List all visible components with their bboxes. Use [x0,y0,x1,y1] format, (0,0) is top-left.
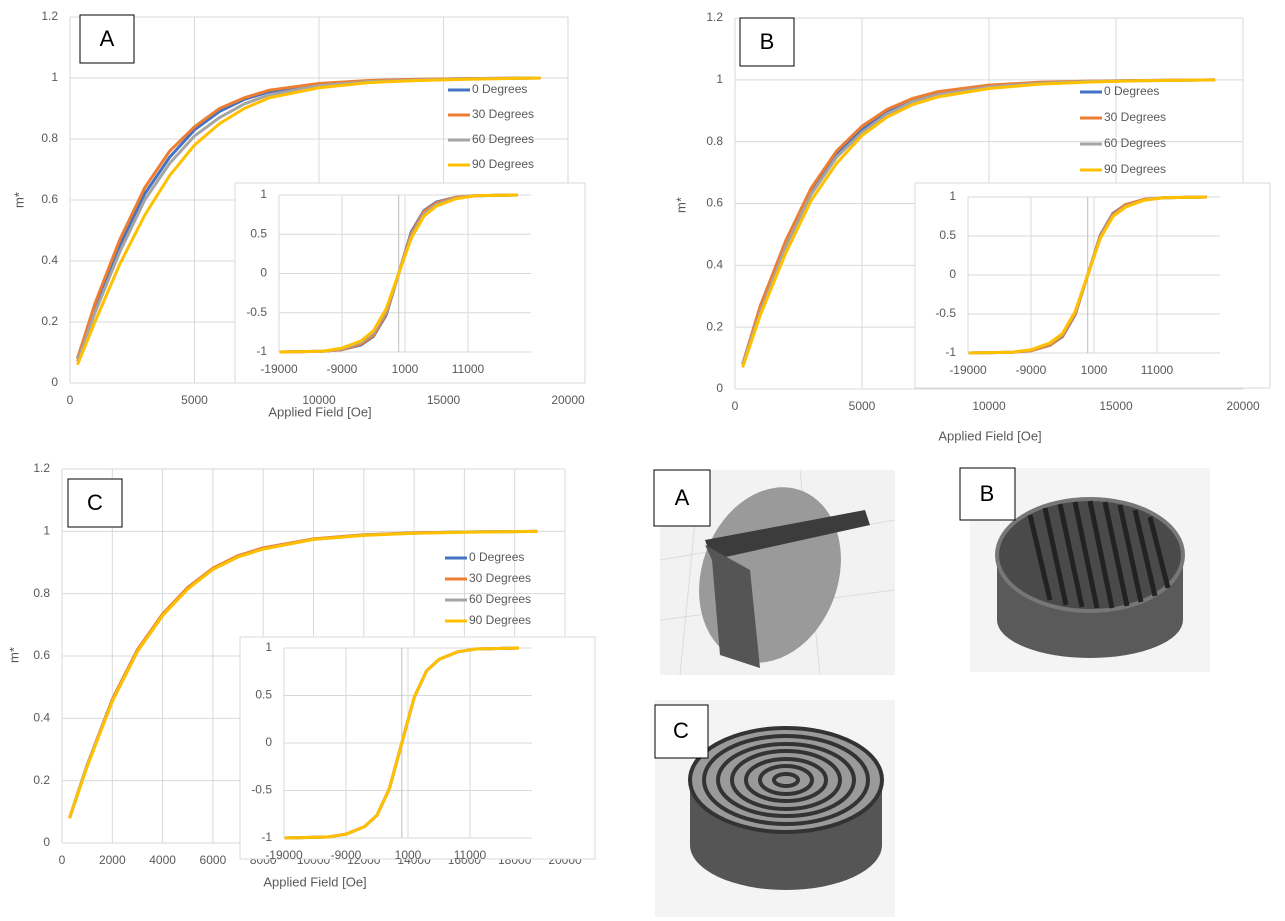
legend-label: 60 Degrees [469,592,531,606]
y-tick-label: 1 [43,524,50,538]
y-tick-label: 0.6 [33,648,50,662]
y-tick-label: 0.2 [706,319,723,333]
image-c: C [655,700,895,917]
x-tick-label: -19000 [260,362,298,376]
y-axis-label: m* [673,197,688,213]
x-tick-label: 6000 [200,853,227,867]
x-tick-label: 0 [732,399,739,413]
y-tick-label: 1 [51,70,58,84]
x-tick-label: 1000 [1081,363,1108,377]
x-tick-label: -19000 [949,363,987,377]
chart: -1 -0.5 0 0.5 1 -19000 -9000 1000 11000 [240,637,595,862]
x-axis-label: Applied Field [Oe] [268,404,371,419]
legend-label: 0 Degrees [1104,84,1159,98]
y-tick-label: 0.4 [33,711,50,725]
y-tick-label: 1 [265,640,272,654]
y-tick-label: 0.8 [33,586,50,600]
y-tick-label: -0.5 [251,783,272,797]
chart: -1 -0.5 0 0.5 1 -19000 -9000 1000 11000 [915,183,1270,388]
x-tick-label: -9000 [327,362,358,376]
x-tick-label: 11000 [452,362,485,376]
x-axis-label: Applied Field [Oe] [938,428,1041,443]
x-tick-label: 1000 [395,848,422,862]
y-tick-label: 0.4 [706,258,723,272]
y-tick-label: 0.6 [706,196,723,210]
x-tick-label: 15000 [1099,399,1133,413]
y-tick-label: 1 [949,189,956,203]
legend-label: 30 Degrees [472,107,534,121]
x-tick-label: 0 [67,393,74,407]
x-tick-label: -9000 [1016,363,1047,377]
legend-label: 90 Degrees [469,613,531,627]
x-tick-label: 20000 [1226,399,1260,413]
legend-label: 90 Degrees [1104,162,1166,176]
x-tick-label: 11000 [1141,363,1174,377]
y-tick-label: 0 [265,735,272,749]
y-tick-label: 0.4 [41,253,58,267]
y-tick-label: 1.2 [33,461,50,475]
x-tick-label: 5000 [849,399,876,413]
x-tick-label: 15000 [427,393,461,407]
legend-label: 0 Degrees [472,82,527,96]
x-tick-label: 1000 [392,362,419,376]
legend-label: 60 Degrees [472,132,534,146]
y-tick-label: 1.2 [706,10,723,24]
x-tick-label: -9000 [331,848,362,862]
x-tick-label: 2000 [99,853,126,867]
y-tick-label: -1 [256,344,267,358]
y-tick-label: 0.5 [939,228,956,242]
y-tick-label: 0 [949,267,956,281]
x-tick-label: 11000 [454,848,487,862]
panel-label: B [760,29,775,54]
image-label: B [980,481,995,506]
legend-label: 30 Degrees [1104,110,1166,124]
x-tick-label: 0 [59,853,66,867]
x-tick-label: 4000 [149,853,176,867]
panel-label: A [100,26,115,51]
y-tick-label: 1 [260,187,267,201]
y-tick-label: -1 [261,830,272,844]
x-tick-label: 5000 [181,393,208,407]
y-tick-label: 1 [716,72,723,86]
x-axis-label: Applied Field [Oe] [263,874,366,889]
y-tick-label: -0.5 [246,305,267,319]
inset-frame [240,637,595,859]
y-tick-label: 0 [260,266,267,280]
y-tick-label: 0.6 [41,192,58,206]
image-label: C [673,718,689,743]
legend-label: 30 Degrees [469,571,531,585]
image-a: A [654,467,895,683]
y-axis-label: m* [11,192,26,208]
y-tick-label: -1 [945,345,956,359]
figure: 00.20.40.60.811.2050001000015000200000 D… [0,0,1285,921]
y-axis-label: m* [6,647,21,663]
image-label: A [675,485,690,510]
x-tick-label: -19000 [265,848,303,862]
y-tick-label: 1.2 [41,9,58,23]
y-tick-label: 0 [51,375,58,389]
y-tick-label: 0.8 [706,134,723,148]
legend-label: 90 Degrees [472,157,534,171]
y-tick-label: 0.5 [250,226,267,240]
y-tick-label: 0 [43,835,50,849]
y-tick-label: 0.2 [33,773,50,787]
legend-label: 0 Degrees [469,550,524,564]
x-tick-label: 10000 [972,399,1006,413]
y-tick-label: -0.5 [935,306,956,320]
page: {"chart_data": [ {"type": "line", "panel… [0,0,1285,921]
y-tick-label: 0.8 [41,131,58,145]
x-tick-label: 20000 [551,393,585,407]
legend-label: 60 Degrees [1104,136,1166,150]
y-tick-label: 0.2 [41,314,58,328]
y-tick-label: 0.5 [255,688,272,702]
y-tick-label: 0 [716,381,723,395]
chart: -1 -0.5 0 0.5 1 -19000 -9000 1000 11000 [235,183,585,383]
panel-label: C [87,490,103,515]
image-b: B [960,468,1210,672]
